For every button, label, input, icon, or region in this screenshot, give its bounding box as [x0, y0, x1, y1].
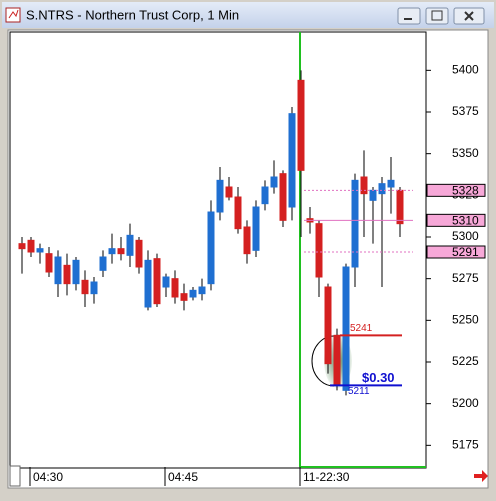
trade-profit: $0.30 — [362, 370, 395, 385]
candle-body — [243, 226, 251, 255]
candle-body — [234, 196, 242, 230]
y-tick-label: 5175 — [452, 438, 479, 452]
minimize-icon — [404, 18, 412, 20]
candle-body — [180, 293, 188, 301]
scroll-handle[interactable] — [9, 465, 21, 487]
maximize-button[interactable] — [425, 7, 449, 25]
scroll-arrow[interactable] — [474, 470, 488, 482]
y-tick-label: 5400 — [452, 63, 479, 77]
candle-body — [387, 179, 395, 188]
y-tick-label: 5225 — [452, 354, 479, 368]
maximize-icon — [431, 10, 443, 21]
candle-body — [369, 189, 377, 201]
price-tag — [426, 183, 486, 197]
candle-body — [144, 259, 152, 308]
window-title: S.NTRS - Northern Trust Corp, 1 Min — [26, 7, 239, 22]
x-tick-label: 11-22:30 — [303, 470, 350, 484]
candle-body — [351, 179, 359, 268]
candle-body — [90, 281, 98, 295]
candle-body — [36, 248, 44, 253]
candle-body — [324, 286, 332, 365]
candle-body — [45, 253, 53, 273]
candle-body — [297, 79, 305, 171]
minimize-button[interactable] — [397, 7, 421, 25]
y-tick-label: 5375 — [452, 104, 479, 118]
candle-body — [279, 173, 287, 221]
candle-body — [225, 186, 233, 198]
candle-body — [261, 186, 269, 205]
candle-body — [135, 239, 143, 268]
candle-body — [288, 113, 296, 208]
candle-body — [108, 248, 116, 255]
y-tick-label: 5200 — [452, 396, 479, 410]
candle-body — [333, 334, 341, 386]
trade-line-label: 5241 — [350, 323, 373, 334]
price-tag-label: 5291 — [452, 245, 479, 259]
app-icon-glyph — [8, 9, 19, 19]
plot-area — [9, 31, 427, 469]
y-tick-label: 5250 — [452, 313, 479, 327]
candle-body — [171, 278, 179, 298]
window-buttons — [397, 7, 485, 25]
candle-body — [342, 266, 350, 391]
price-tag-label: 5310 — [452, 214, 479, 228]
candle-body — [270, 176, 278, 188]
candle-body — [153, 258, 161, 305]
app-icon — [5, 7, 21, 23]
candle-body — [63, 264, 71, 285]
candle-body — [216, 179, 224, 213]
candle-body — [72, 259, 80, 285]
candle-body — [27, 239, 35, 253]
candle-body — [189, 289, 197, 298]
candle-body — [252, 206, 260, 251]
x-tick-label: 04:30 — [33, 470, 63, 484]
x-tick-label: 04:45 — [168, 470, 198, 484]
close-icon — [464, 11, 474, 21]
y-tick-label: 5275 — [452, 271, 479, 285]
candle-body — [126, 234, 134, 256]
chart-layer: 5175520052255250527553005325535053755400… — [18, 63, 486, 486]
y-tick-label: 5350 — [452, 146, 479, 160]
candle-body — [198, 286, 206, 295]
candle-body — [207, 211, 215, 285]
candle-body — [162, 276, 170, 288]
price-tag-label: 5328 — [452, 184, 479, 198]
candle-body — [360, 176, 368, 195]
candle-body — [99, 256, 107, 271]
trade-line-label: 5211 — [348, 386, 370, 397]
candle-body — [18, 243, 26, 250]
candle-body — [378, 183, 386, 195]
candle-body — [396, 189, 404, 225]
price-tag — [426, 213, 486, 227]
candle-body — [81, 279, 89, 295]
price-tag — [426, 245, 486, 259]
y-tick-label: 5300 — [452, 229, 479, 243]
candle-body — [315, 223, 323, 278]
candle-body — [117, 248, 125, 255]
candle-body — [54, 256, 62, 285]
